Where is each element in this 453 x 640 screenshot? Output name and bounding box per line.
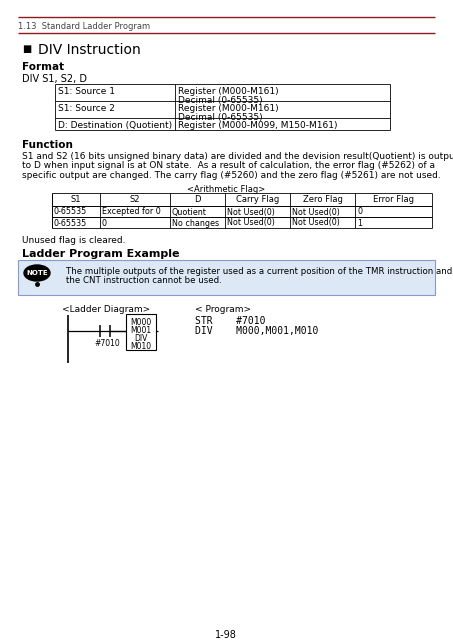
Text: Not Used(0): Not Used(0) [227, 218, 275, 227]
Text: S1: Source 2: S1: Source 2 [58, 104, 115, 113]
Text: to D when input signal is at ON state.  As a result of calculation, the error fl: to D when input signal is at ON state. A… [22, 161, 435, 170]
Text: Not Used(0): Not Used(0) [227, 207, 275, 216]
Text: 0-65535: 0-65535 [54, 207, 87, 216]
Text: specific output are changed. The carry flag (#5260) and the zero flag (#5261) ar: specific output are changed. The carry f… [22, 171, 441, 180]
Text: M001: M001 [130, 326, 152, 335]
Text: DIV: DIV [134, 334, 148, 343]
Text: <Arithmetic Flag>: <Arithmetic Flag> [187, 185, 265, 194]
Text: Register (M000-M161): Register (M000-M161) [178, 104, 279, 113]
Text: Not Used(0): Not Used(0) [292, 207, 340, 216]
Text: Decimal (0-65535): Decimal (0-65535) [178, 113, 263, 122]
Text: Register (M000-M099, M150-M161): Register (M000-M099, M150-M161) [178, 121, 337, 130]
Text: S1: S1 [71, 195, 81, 204]
Text: Carry Flag: Carry Flag [236, 195, 279, 204]
Text: Format: Format [22, 62, 64, 72]
FancyBboxPatch shape [18, 260, 435, 295]
Text: NOTE: NOTE [26, 270, 48, 276]
Text: S2: S2 [130, 195, 140, 204]
Text: M010: M010 [130, 342, 152, 351]
Text: Zero Flag: Zero Flag [303, 195, 342, 204]
Text: Register (M000-M161): Register (M000-M161) [178, 87, 279, 96]
Text: Function: Function [22, 140, 73, 150]
Text: D: Destination (Quotient): D: Destination (Quotient) [58, 121, 172, 130]
Text: No changes: No changes [172, 218, 219, 227]
Ellipse shape [24, 265, 50, 281]
Text: <Ladder Diagram>: <Ladder Diagram> [62, 305, 150, 314]
Text: Excepted for 0: Excepted for 0 [102, 207, 161, 216]
Text: Unused flag is cleared.: Unused flag is cleared. [22, 236, 125, 245]
Text: D: D [194, 195, 201, 204]
Text: 1: 1 [357, 218, 362, 227]
Text: Ladder Program Example: Ladder Program Example [22, 249, 179, 259]
Text: 0: 0 [357, 207, 362, 216]
Text: S1: Source 1: S1: Source 1 [58, 87, 115, 96]
Text: S1 and S2 (16 bits unsigned binary data) are divided and the devision result(Quo: S1 and S2 (16 bits unsigned binary data)… [22, 152, 453, 161]
Bar [126, 314, 156, 350]
Text: Error Flag: Error Flag [373, 195, 414, 204]
Text: DIV    M000,M001,M010: DIV M000,M001,M010 [195, 326, 318, 336]
Text: Not Used(0): Not Used(0) [292, 218, 340, 227]
Text: M000: M000 [130, 318, 152, 327]
Text: STR    #7010: STR #7010 [195, 316, 265, 326]
Text: ■: ■ [22, 44, 31, 54]
Text: DIV Instruction: DIV Instruction [38, 43, 141, 57]
Text: Quotient: Quotient [172, 207, 207, 216]
Text: Decimal (0-65535): Decimal (0-65535) [178, 96, 263, 105]
Text: #7010: #7010 [94, 339, 120, 348]
Text: 0-65535: 0-65535 [54, 218, 87, 227]
Text: The multiple outputs of the register used as a current position of the TMR instr: The multiple outputs of the register use… [66, 267, 452, 276]
Text: DIV S1, S2, D: DIV S1, S2, D [22, 74, 87, 84]
Text: 1-98: 1-98 [215, 630, 237, 640]
Text: 0: 0 [102, 218, 107, 227]
Text: 1.13  Standard Ladder Program: 1.13 Standard Ladder Program [18, 22, 150, 31]
Text: the CNT instruction cannot be used.: the CNT instruction cannot be used. [66, 276, 222, 285]
Text: < Program>: < Program> [195, 305, 251, 314]
